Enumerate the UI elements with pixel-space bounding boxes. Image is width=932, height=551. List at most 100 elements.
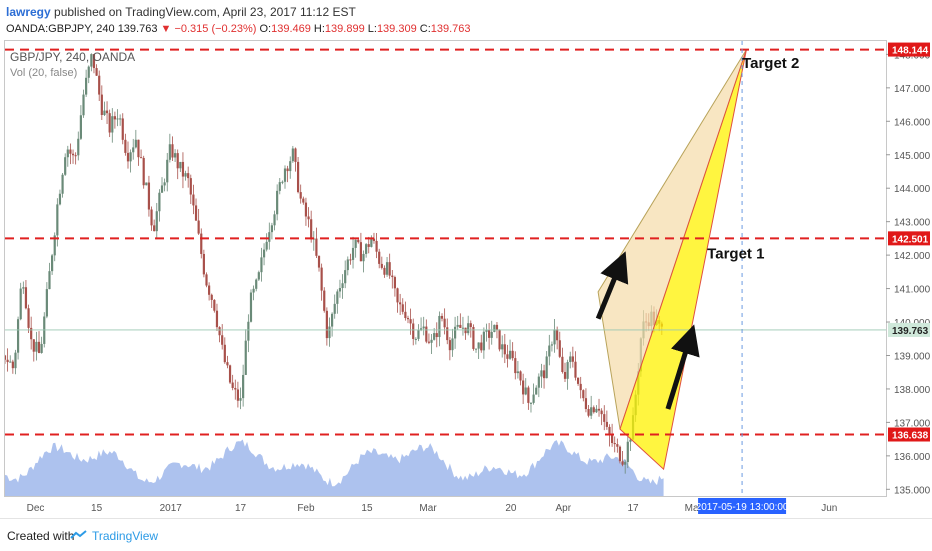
x-tick-label: Mar — [419, 503, 437, 514]
candle-body — [90, 54, 93, 67]
close-value: 139.763 — [430, 23, 471, 35]
candle-body — [453, 326, 457, 339]
candle-body — [64, 157, 67, 175]
candle-body — [11, 361, 14, 369]
candle-body — [168, 144, 171, 160]
candle-body — [336, 291, 339, 304]
candle-body — [362, 253, 365, 262]
candle-body — [545, 356, 548, 379]
trend-arrow-1 — [595, 251, 629, 320]
candle-body — [344, 270, 347, 284]
candle-body — [412, 323, 415, 339]
candle-body — [137, 139, 140, 158]
x-tick-label: Jun — [821, 503, 837, 514]
published-text: published on TradingView.com, April 23, … — [50, 5, 356, 19]
candle-body — [45, 289, 48, 317]
candle-body — [548, 345, 551, 357]
candle-body — [194, 205, 198, 221]
candle-body — [357, 239, 360, 243]
candle-body — [527, 387, 530, 403]
candle-body — [87, 66, 90, 78]
candle-body — [561, 356, 564, 372]
candle-body — [22, 287, 25, 289]
candle-body — [14, 352, 17, 369]
candle-body — [286, 168, 289, 172]
candle-body — [511, 350, 514, 359]
candle-body — [569, 356, 572, 363]
x-tick-label: 17 — [627, 503, 639, 514]
candle-body — [378, 251, 381, 264]
candle-body — [535, 387, 538, 395]
level-price-tag-1: 148.144 — [892, 46, 929, 57]
chart-frame[interactable] — [4, 40, 887, 497]
candle-body — [516, 371, 519, 374]
level-price-tag-2-bg — [888, 231, 930, 246]
candle-body — [66, 149, 69, 158]
candle-body — [171, 144, 174, 158]
candle-body — [571, 356, 574, 362]
candle-body — [121, 118, 124, 140]
candle-body — [482, 331, 485, 351]
candle-body — [289, 161, 292, 172]
candle-body — [587, 409, 590, 416]
candle-body — [278, 182, 281, 191]
candle-body — [30, 327, 33, 340]
current-price-tag-bg — [888, 322, 930, 337]
candle-body — [304, 202, 308, 217]
candle-body — [205, 274, 208, 286]
candle-body — [542, 370, 546, 379]
tradingview-logo-icon — [70, 530, 87, 539]
candle-body — [393, 277, 397, 289]
candle-body — [249, 292, 253, 322]
candle-body — [276, 190, 279, 215]
candle-body — [600, 410, 603, 415]
candle-body — [406, 317, 410, 320]
candle-body — [213, 299, 216, 311]
candle-body — [239, 398, 242, 401]
candle-body — [608, 426, 611, 435]
candle-body — [490, 331, 493, 338]
plot-area — [5, 41, 886, 496]
candle-body — [328, 326, 331, 339]
candle-body — [388, 262, 391, 276]
y-tick-label: 142.000 — [894, 251, 931, 262]
candle-body — [616, 444, 619, 447]
open-label: O: — [259, 23, 272, 35]
y-tick-label: 143.000 — [894, 218, 931, 229]
candle-body — [317, 255, 321, 268]
candle-body — [124, 139, 127, 153]
candle-body — [621, 461, 624, 465]
y-tick-label: 137.000 — [894, 418, 931, 429]
candle-body — [425, 326, 428, 342]
candle-body — [446, 327, 449, 341]
candle-body — [85, 77, 88, 95]
candle-body — [341, 283, 344, 289]
candle-body — [255, 279, 258, 289]
candle-body — [242, 374, 245, 399]
candle-body — [422, 326, 425, 329]
candle-body — [433, 333, 436, 340]
high-value: 139.899 — [324, 23, 365, 35]
candle-body — [579, 383, 582, 391]
username[interactable]: lawregy — [6, 5, 51, 19]
y-tick-label: 136.000 — [894, 452, 931, 463]
candle-body — [77, 138, 80, 156]
candle-body — [260, 257, 263, 273]
candle-body — [113, 116, 117, 120]
candle-body — [202, 253, 205, 275]
candle-body — [294, 148, 297, 162]
candle-body — [200, 233, 203, 254]
candle-body — [262, 249, 266, 258]
candle-body — [448, 340, 451, 351]
candle-body — [325, 310, 328, 339]
candle-body — [522, 380, 525, 395]
candle-body — [467, 323, 470, 334]
x-tick-label: 20 — [505, 503, 517, 514]
level-price-tag-3: 136.638 — [892, 431, 929, 442]
y-tick-label: 144.000 — [894, 184, 931, 195]
candle-body — [553, 329, 556, 345]
tradingview-brand[interactable]: TradingView — [92, 529, 159, 543]
candle-body — [464, 327, 467, 334]
candle-body — [108, 113, 111, 133]
